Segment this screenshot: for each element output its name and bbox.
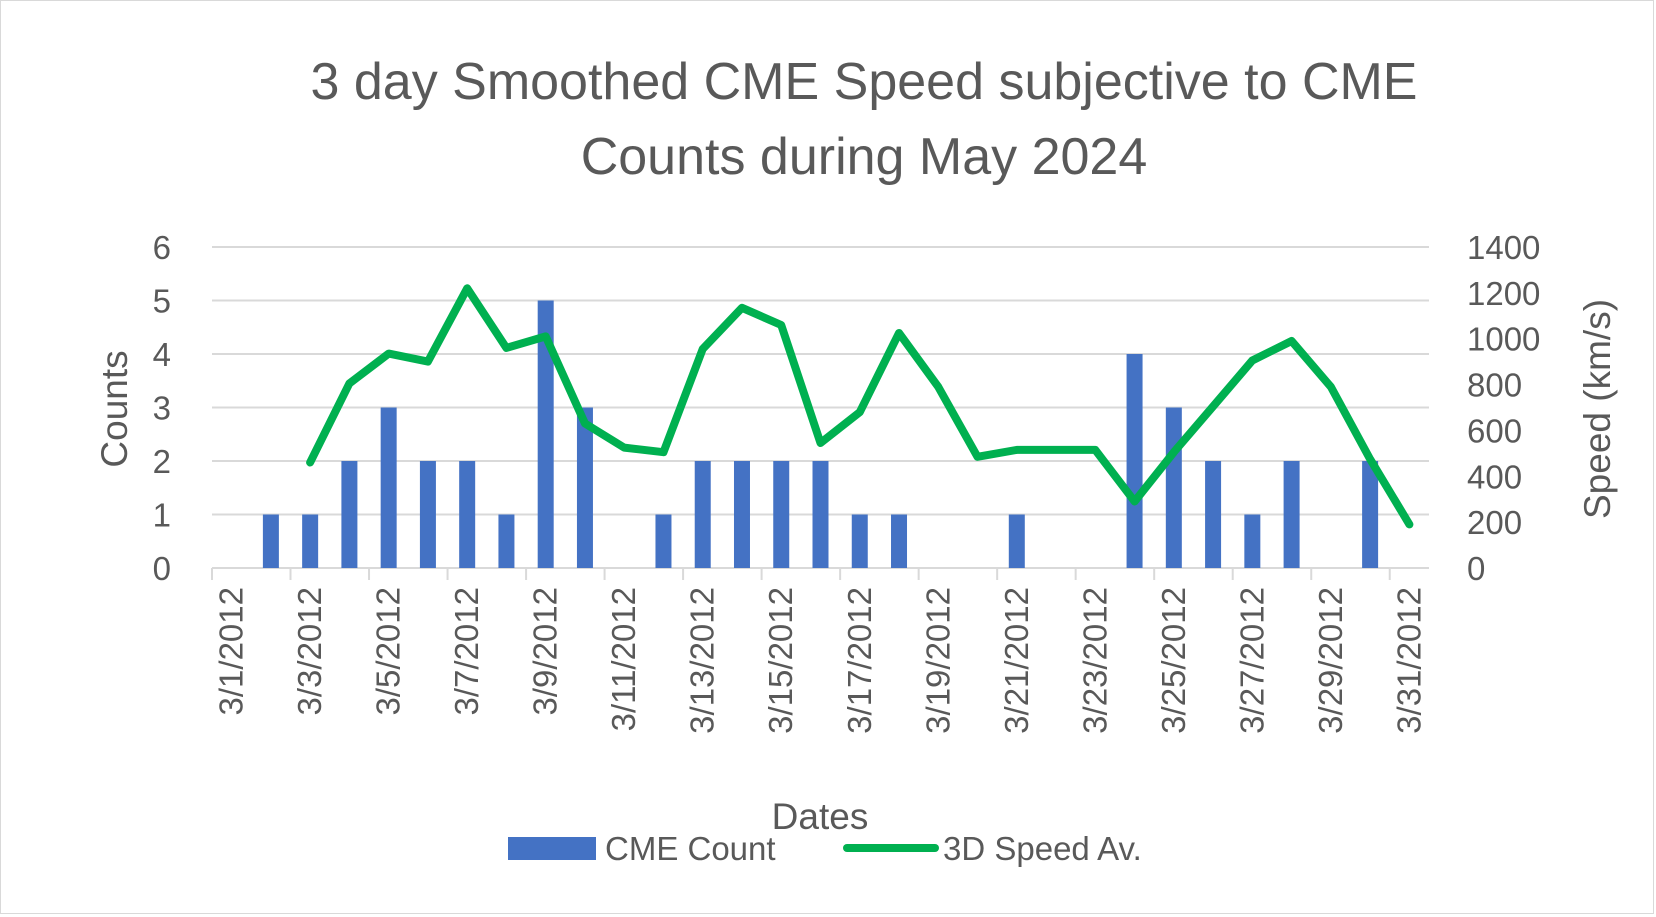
x-tick-label: 3/11/2012 (605, 587, 642, 731)
x-tick-label: 3/25/2012 (1155, 587, 1192, 734)
bar-cme-count (498, 514, 515, 568)
bar-cme-count (1362, 461, 1379, 568)
speed-point (623, 447, 625, 449)
y2-tick-label: 400 (1467, 458, 1522, 495)
x-tick-label: 3/29/2012 (1312, 587, 1349, 734)
speed-point (741, 307, 743, 309)
bar-cme-count (380, 407, 397, 568)
bar-cme-count (537, 300, 554, 568)
speed-point (1134, 501, 1136, 502)
x-tick-label: 3/9/2012 (527, 587, 564, 715)
speed-point (466, 287, 468, 289)
bar-cme-count (773, 461, 790, 568)
speed-point (1330, 386, 1332, 388)
bar-cme-count (576, 407, 593, 568)
x-tick-label: 3/23/2012 (1076, 587, 1113, 734)
bar-cme-count (812, 461, 829, 568)
speed-point (1291, 340, 1293, 342)
x-tick-label: 3/31/2012 (1390, 587, 1427, 734)
legend-label-cme-count: CME Count (605, 830, 776, 867)
x-tick-label: 3/1/2012 (213, 587, 250, 715)
speed-point (820, 442, 821, 444)
x-tick-label: 3/7/2012 (448, 587, 485, 715)
y-axis-left: 0 1 2 3 4 5 6 (153, 229, 171, 587)
y2-tick-label: 1000 (1467, 321, 1540, 358)
chart-title-line-2: Counts during May 2024 (581, 128, 1148, 186)
legend-swatch-cme-count (508, 837, 596, 860)
bar-cme-count (655, 514, 672, 568)
legend-label-speed: 3D Speed Av. (943, 830, 1142, 867)
x-tick-label: 3/21/2012 (998, 587, 1035, 734)
bar-cme-count (1126, 354, 1143, 568)
x-tick-label: 3/3/2012 (291, 587, 328, 715)
speed-point (1173, 451, 1175, 453)
speed-point (1369, 458, 1371, 460)
speed-point (977, 456, 978, 458)
speed-point (388, 353, 390, 355)
speed-point (545, 335, 547, 337)
speed-point (309, 462, 311, 463)
y-tick-label: 4 (153, 336, 171, 373)
speed-point (1251, 360, 1253, 361)
speed-line-group (306, 284, 1414, 529)
y2-tick-label: 1200 (1467, 275, 1540, 312)
speed-point (663, 451, 664, 453)
bar-cme-count (262, 514, 279, 568)
bar-cme-count (1008, 514, 1025, 568)
y2-tick-label: 0 (1467, 550, 1485, 587)
x-tick-label: 3/15/2012 (762, 587, 799, 734)
y-axis-right: 0 200 400 600 800 1000 1200 1400 (1467, 229, 1540, 587)
y-tick-label: 2 (153, 443, 171, 480)
speed-point (1016, 449, 1018, 451)
speed-point (1408, 523, 1410, 525)
y2-tick-label: 600 (1467, 412, 1522, 449)
y-tick-label: 0 (153, 550, 171, 587)
speed-point (937, 386, 939, 388)
y-tick-label: 6 (153, 229, 171, 266)
x-tick-label: 3/17/2012 (841, 587, 878, 734)
speed-point (1212, 405, 1214, 407)
bar-cme-count (1165, 407, 1182, 568)
y-tick-label: 1 (153, 497, 171, 534)
y2-tick-label: 200 (1467, 504, 1522, 541)
y-tick-label: 3 (153, 390, 171, 427)
y-axis-title: Counts (94, 350, 135, 467)
x-tick-label: 3/5/2012 (370, 587, 407, 715)
speed-point (348, 382, 350, 384)
bar-cme-count (1283, 461, 1300, 568)
speed-point (1055, 449, 1057, 451)
chart-title-line-1: 3 day Smoothed CME Speed subjective to C… (310, 53, 1417, 111)
bar-cme-count (341, 461, 358, 568)
y-tick-label: 5 (153, 283, 171, 320)
x-tick-label: 3/19/2012 (919, 587, 956, 734)
speed-point (505, 347, 507, 349)
bar-cme-count (459, 461, 476, 568)
speed-point (898, 332, 900, 334)
x-axis: 3/1/2012 3/3/2012 3/5/2012 3/7/2012 3/9/2012… (211, 568, 1427, 734)
speed-point (780, 324, 782, 326)
speed-point (1094, 449, 1096, 451)
speed-point (584, 423, 586, 424)
bar-cme-count (891, 514, 908, 568)
x-axis-title: Dates (772, 796, 869, 837)
y2-tick-label: 800 (1467, 367, 1522, 404)
bar-cme-count (733, 461, 750, 568)
speed-point (427, 361, 429, 363)
bar-cme-count (851, 514, 868, 568)
legend: CME Count 3D Speed Av. (508, 830, 1142, 867)
bar-cme-count (1205, 461, 1222, 568)
y2-axis-title: Speed (km/s) (1577, 299, 1618, 519)
speed-point (702, 348, 704, 350)
bar-cme-count (1244, 514, 1261, 568)
x-tick-label: 3/27/2012 (1233, 587, 1270, 734)
bar-cme-count (419, 461, 436, 568)
y2-tick-label: 1400 (1467, 229, 1540, 266)
bar-cme-count (694, 461, 711, 568)
bar-cme-count (302, 514, 319, 568)
speed-point (859, 411, 861, 413)
x-tick-label: 3/13/2012 (684, 587, 721, 734)
